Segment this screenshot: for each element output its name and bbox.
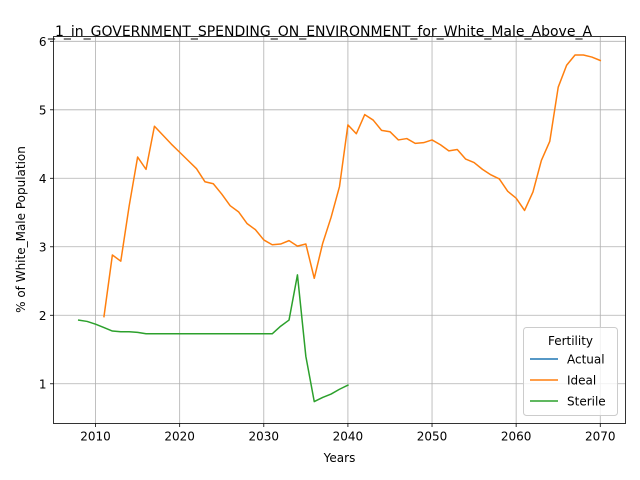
x-tick-label: 2040: [333, 430, 364, 444]
grid-lines: [53, 36, 626, 424]
legend-box: [523, 327, 618, 416]
x-tick-label: 2060: [501, 430, 532, 444]
plot-area-frame: [53, 36, 626, 424]
x-tick-label: 2010: [80, 430, 111, 444]
y-tick-label: 6: [39, 35, 47, 49]
legend-entries: Actual Ideal Sterile: [530, 353, 606, 409]
y-axis-label: % of White_Male Population: [14, 146, 28, 313]
x-axis-ticks: 2010 2020 2030 2040 2050 2060 2070: [80, 423, 616, 444]
chart-title: _1_in_GOVERNMENT_SPENDING_ON_ENVIRONMENT…: [47, 24, 592, 40]
y-tick-label: 5: [39, 103, 47, 117]
legend-label-actual: Actual: [567, 353, 605, 367]
y-axis-ticks: 1 2 3 4 5 6: [39, 35, 54, 391]
x-tick-label: 2030: [249, 430, 280, 444]
legend-label-ideal: Ideal: [567, 374, 596, 388]
y-tick-label: 1: [39, 377, 47, 391]
legend-label-sterile: Sterile: [567, 395, 606, 409]
x-tick-label: 2070: [585, 430, 616, 444]
legend-title: Fertility: [548, 334, 593, 348]
y-tick-label: 4: [39, 172, 47, 186]
series-lines: [77, 54, 602, 403]
x-tick-label: 2020: [164, 430, 195, 444]
y-tick-label: 3: [39, 240, 47, 254]
series-line-sterile: [77, 274, 349, 403]
series-line-ideal: [103, 54, 602, 318]
x-tick-label: 2050: [417, 430, 448, 444]
legend: Fertility Actual Ideal Sterile: [523, 327, 618, 416]
y-tick-label: 2: [39, 309, 47, 323]
x-axis-label: Years: [323, 451, 356, 465]
